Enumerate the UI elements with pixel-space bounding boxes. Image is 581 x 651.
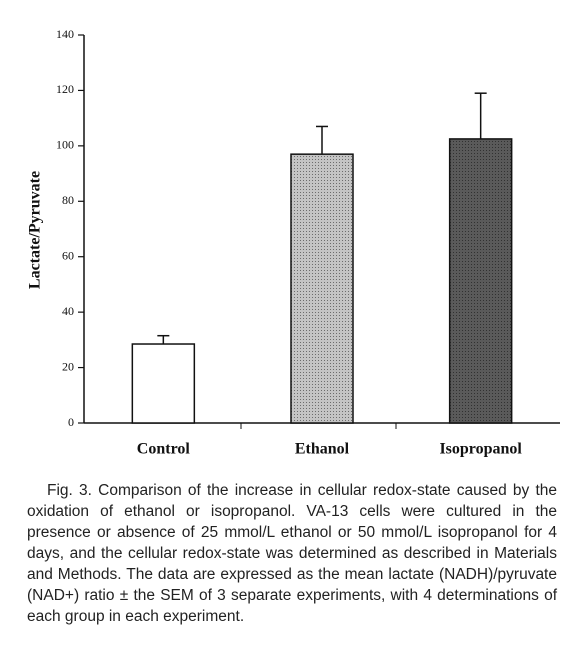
x-tick-label: Isopropanol [439, 441, 522, 458]
y-tick-label: 140 [56, 27, 74, 41]
y-axis-label: Lactate/Pyruvate [27, 171, 44, 289]
y-tick-label: 0 [68, 415, 74, 429]
bar [290, 153, 354, 424]
y-tick-label: 100 [56, 138, 74, 152]
y-tick-label: 20 [62, 359, 74, 373]
x-tick-label: Control [137, 441, 191, 458]
error-bar [316, 125, 328, 155]
y-tick-label: 120 [56, 82, 74, 96]
y-tick-label: 40 [62, 304, 74, 318]
y-tick-label: 60 [62, 248, 74, 262]
x-tick-label: Ethanol [295, 441, 350, 458]
bar [448, 138, 513, 424]
figure-caption: Fig. 3. Comparison of the increase in ce… [27, 482, 557, 625]
y-tick-label: 80 [62, 193, 74, 207]
bar [131, 343, 196, 424]
error-bar [474, 92, 487, 139]
error-bar [157, 334, 170, 345]
chart: Lactate/Pyruvate 0 20 40 60 80 100 120 140 Contr… [27, 27, 560, 458]
